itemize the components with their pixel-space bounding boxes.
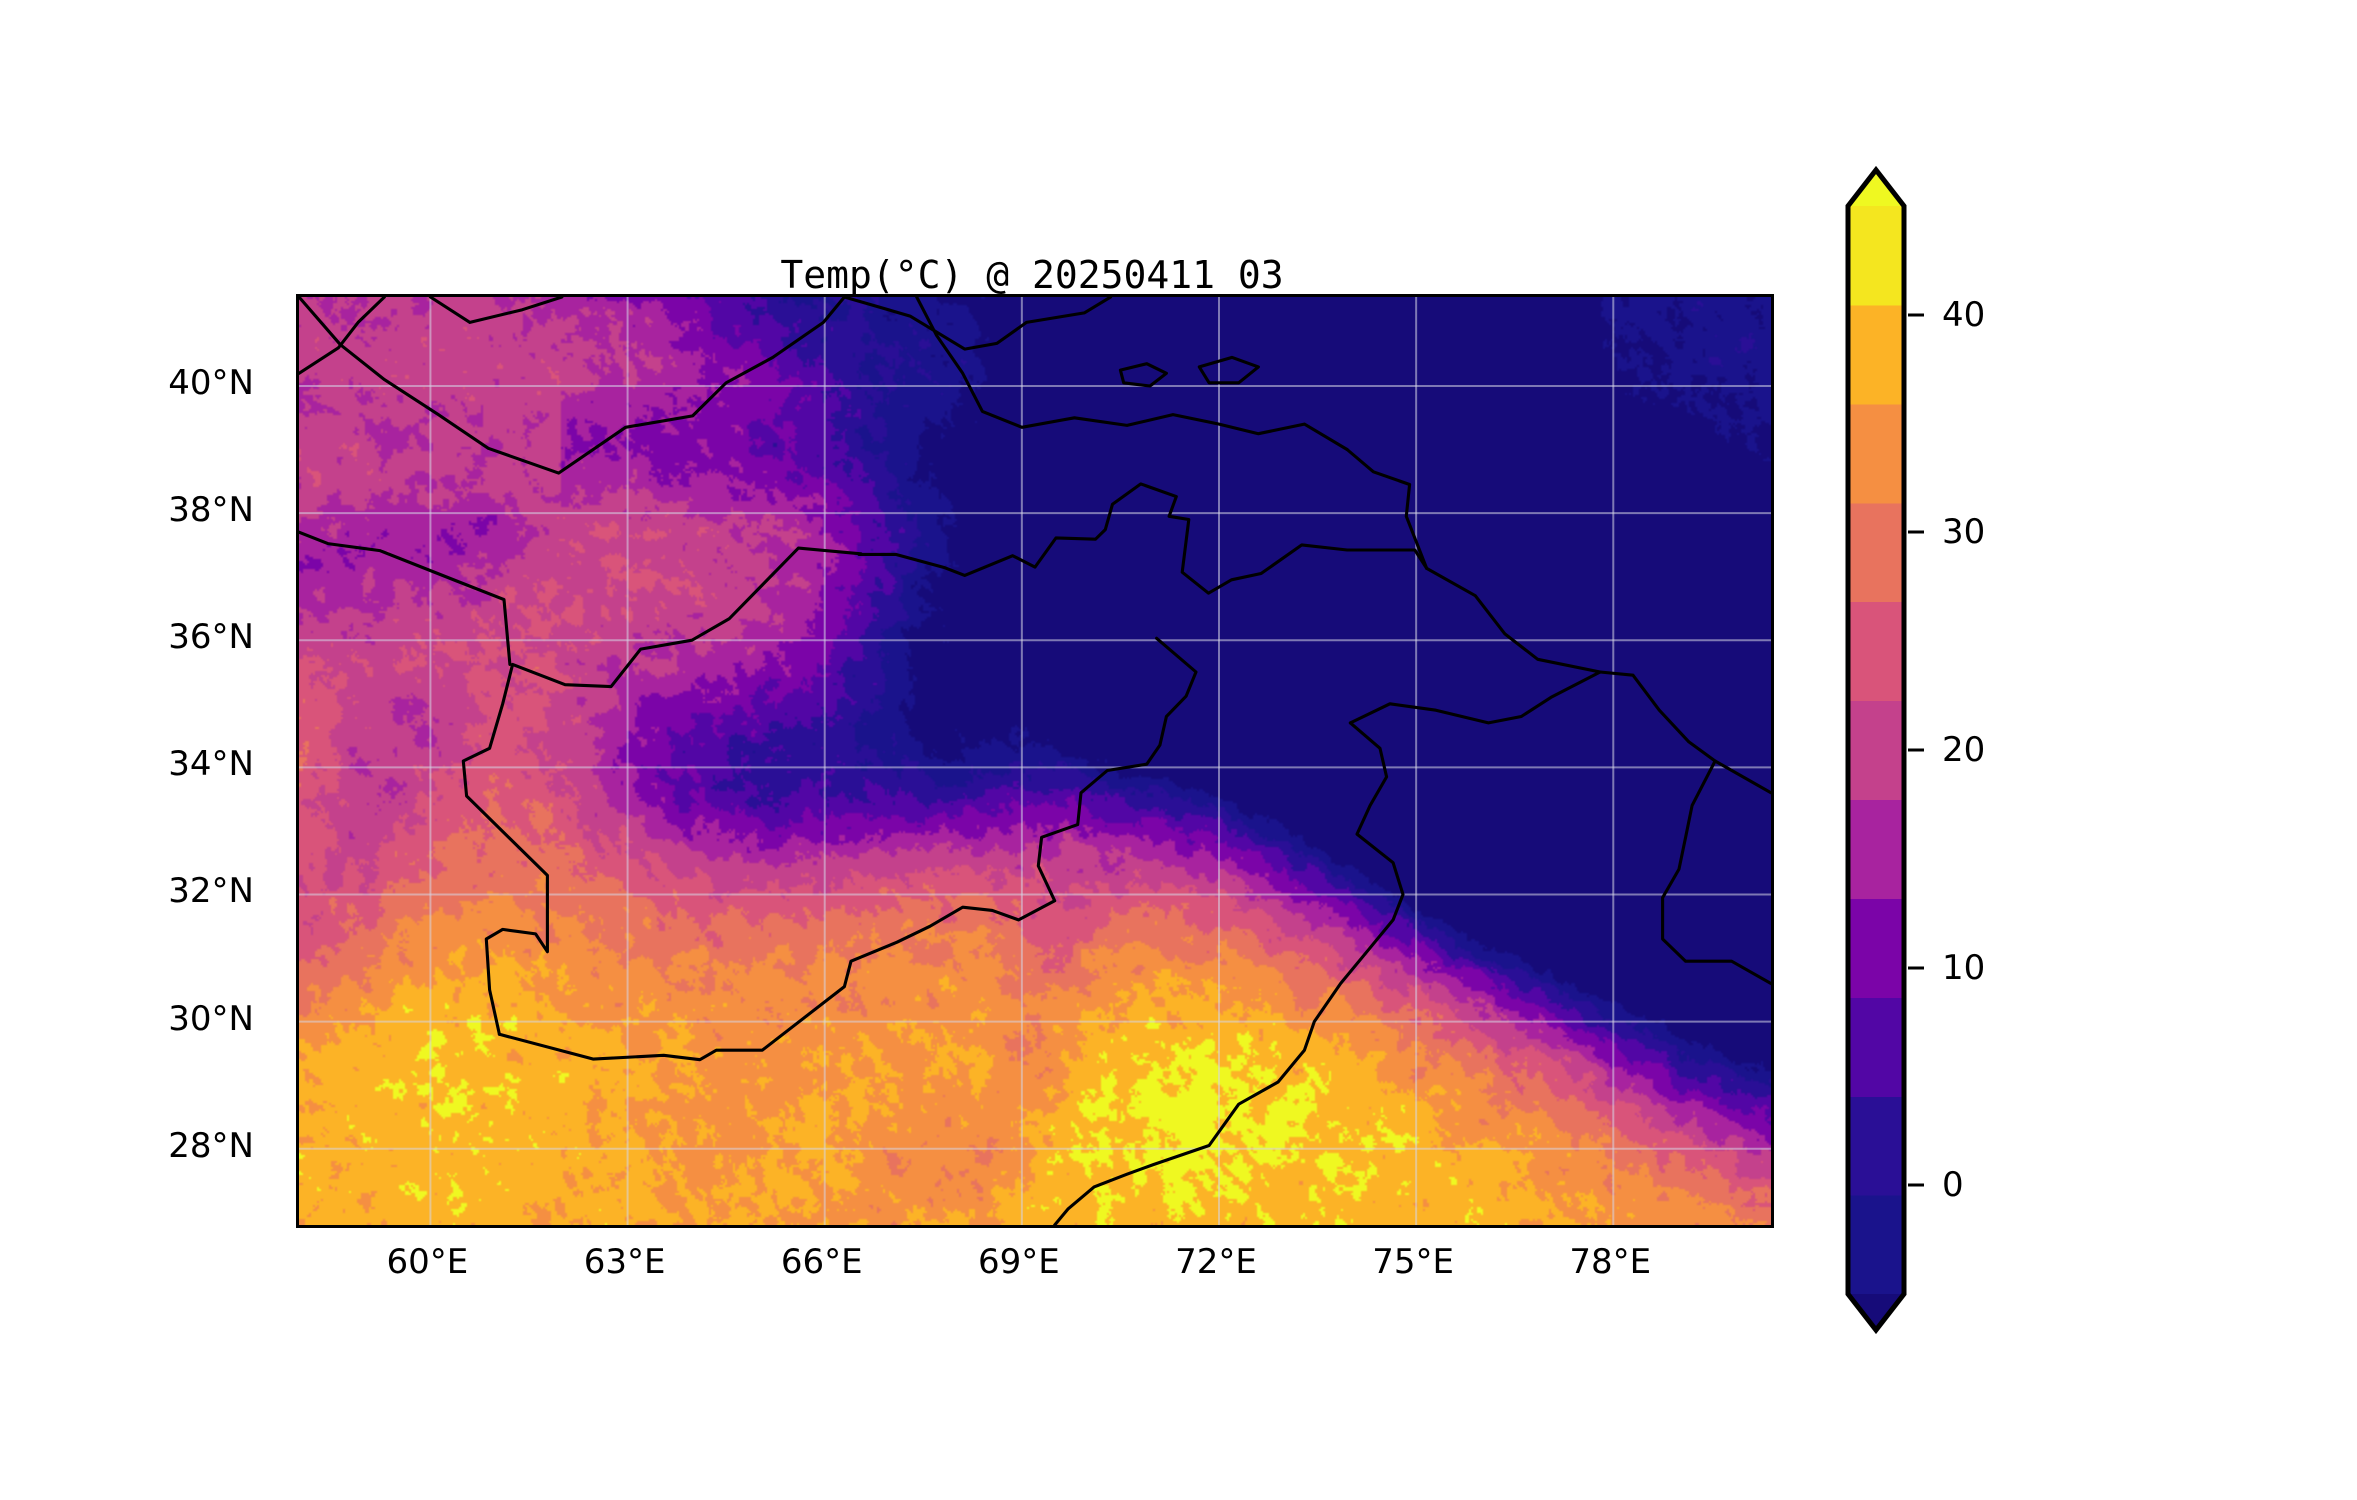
longitude-tick-label: 63°E	[583, 1242, 666, 1282]
colorbar-tick-label: 40	[1942, 294, 1986, 335]
colorbar-tick-mark	[1908, 748, 1924, 752]
latitude-tick-label: 28°N	[168, 1125, 254, 1166]
latitude-tick-label: 30°N	[168, 998, 254, 1039]
latitude-tick-label: 38°N	[168, 490, 254, 531]
colorbar-tick-label: 0	[1942, 1165, 1964, 1206]
longitude-axis: 60°E 63°E 66°E 69°E 72°E 75°E 78°E	[296, 1228, 1768, 1298]
longitude-tick-label: 66°E	[780, 1242, 863, 1282]
latitude-tick-label: 36°N	[168, 617, 254, 658]
longitude-tick-label: 69°E	[977, 1242, 1060, 1282]
colorbar-bands	[1845, 165, 1907, 1335]
colorbar-tick-mark	[1908, 313, 1924, 317]
latitude-tick-label: 40°N	[168, 362, 254, 403]
title-line-1: Temp(°C) @ 20250411_03	[780, 253, 1284, 297]
latitude-tick-label: 32°N	[168, 871, 254, 912]
colorbar-tick-mark	[1908, 1183, 1924, 1187]
longitude-tick-label: 72°E	[1175, 1242, 1257, 1282]
colorbar-tick-label: 30	[1942, 512, 1986, 553]
temperature-field	[299, 297, 1771, 1225]
map-axes[interactable]	[296, 294, 1774, 1228]
latitude-axis: 28°N 30°N 32°N 34°N 36°N 38°N 40°N	[0, 294, 276, 1222]
longitude-tick-label: 78°E	[1569, 1242, 1652, 1282]
colorbar[interactable]: 0 10 20 30 40	[1845, 165, 1985, 1335]
colorbar-tick-mark	[1908, 530, 1924, 534]
colorbar-tick-mark	[1908, 966, 1924, 970]
longitude-tick-label: 75°E	[1372, 1242, 1455, 1282]
latitude-tick-label: 34°N	[168, 744, 254, 785]
colorbar-tick-label: 10	[1942, 947, 1986, 988]
longitude-tick-label: 60°E	[386, 1242, 469, 1282]
colorbar-tick-label: 20	[1942, 730, 1986, 770]
colorbar-ticks: 0 10 20 30 40	[1908, 170, 2108, 1330]
